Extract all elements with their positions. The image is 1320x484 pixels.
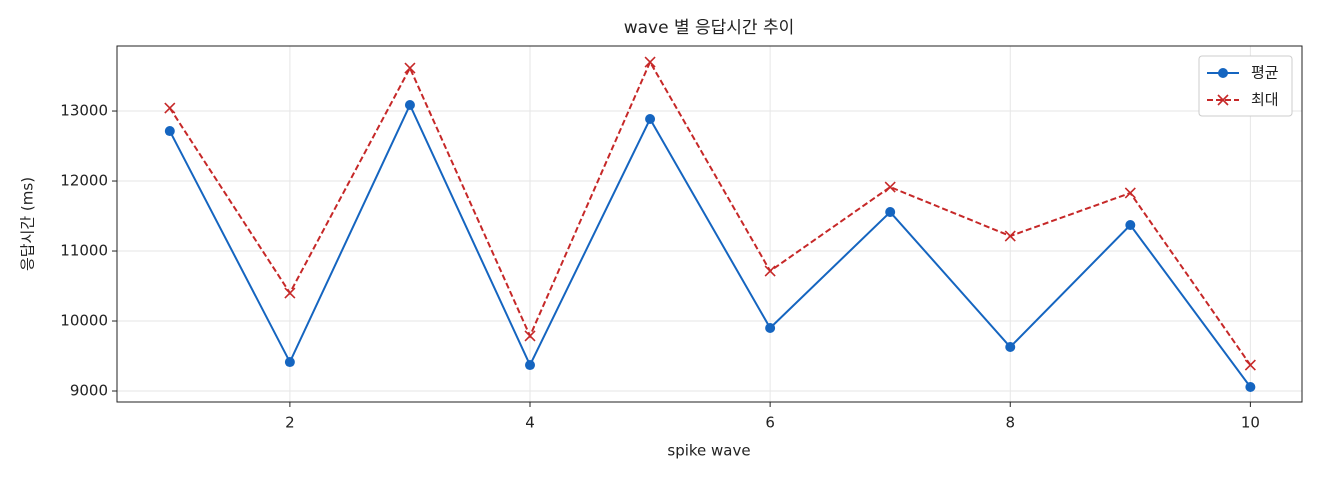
y-tick-label: 9000 xyxy=(70,382,108,400)
marker xyxy=(164,126,175,137)
legend-marker xyxy=(1217,94,1229,106)
marker xyxy=(1124,187,1136,199)
x-tick-label: 10 xyxy=(1241,414,1260,432)
series-line xyxy=(168,102,1252,388)
marker xyxy=(1244,359,1256,371)
marker xyxy=(764,265,776,277)
marker xyxy=(1004,230,1016,242)
marker xyxy=(644,56,656,68)
marker xyxy=(524,330,536,342)
x-tick-label: 8 xyxy=(1005,414,1015,432)
marker xyxy=(765,323,776,334)
marker xyxy=(1125,220,1136,231)
series-line xyxy=(168,59,1252,366)
x-axis-label: spike wave xyxy=(667,442,750,460)
y-axis-label: 응답시간 (ms) xyxy=(19,177,37,271)
marker xyxy=(404,62,416,74)
marker xyxy=(645,114,656,125)
chart-title: wave 별 응답시간 추이 xyxy=(624,18,795,38)
marker xyxy=(164,102,176,114)
x-tick-label: 2 xyxy=(285,414,295,432)
marker xyxy=(1245,382,1256,393)
marker xyxy=(284,357,295,368)
marker xyxy=(884,181,896,193)
marker xyxy=(885,207,896,218)
legend-label: 평균 xyxy=(1251,64,1279,82)
y-tick-label: 12000 xyxy=(60,172,108,190)
marker xyxy=(284,287,296,299)
x-tick-label: 6 xyxy=(765,414,775,432)
y-tick-label: 11000 xyxy=(60,242,108,260)
legend-marker xyxy=(1218,68,1228,78)
y-tick-label: 10000 xyxy=(60,312,108,330)
marker xyxy=(525,360,536,371)
legend-label: 최대 xyxy=(1251,91,1279,109)
x-tick-label: 4 xyxy=(525,414,535,432)
y-tick-label: 13000 xyxy=(60,102,108,120)
marker xyxy=(404,100,415,111)
marker xyxy=(1005,341,1016,352)
plot-frame xyxy=(116,45,1303,403)
